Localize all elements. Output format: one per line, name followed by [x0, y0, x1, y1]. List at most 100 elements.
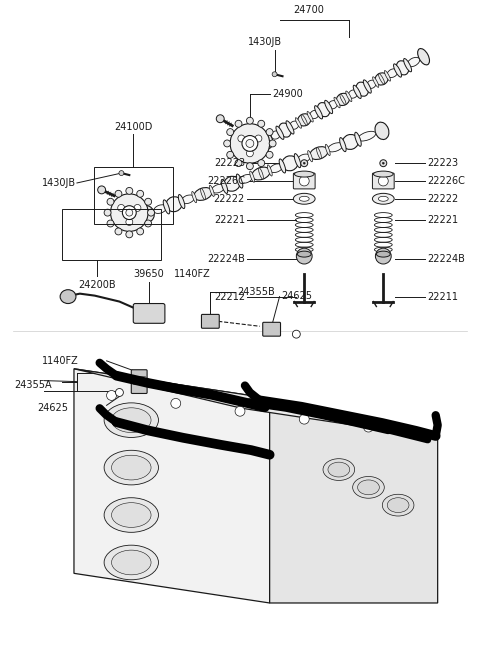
Ellipse shape	[192, 192, 197, 203]
Ellipse shape	[111, 408, 151, 433]
Ellipse shape	[376, 251, 390, 257]
Circle shape	[134, 204, 141, 211]
Ellipse shape	[276, 126, 284, 139]
Circle shape	[269, 140, 276, 147]
Text: 1140FZ: 1140FZ	[42, 356, 79, 366]
Circle shape	[303, 162, 305, 164]
Circle shape	[171, 399, 180, 408]
Ellipse shape	[325, 144, 330, 155]
Ellipse shape	[328, 143, 343, 152]
Ellipse shape	[259, 168, 264, 179]
Circle shape	[242, 135, 258, 151]
Ellipse shape	[323, 459, 355, 480]
Ellipse shape	[375, 73, 388, 85]
Ellipse shape	[240, 174, 252, 183]
Ellipse shape	[209, 186, 214, 196]
Text: 24625: 24625	[37, 403, 69, 413]
Ellipse shape	[111, 502, 151, 527]
Circle shape	[300, 414, 309, 424]
Circle shape	[144, 220, 152, 227]
Ellipse shape	[111, 455, 151, 480]
Circle shape	[235, 121, 242, 127]
Ellipse shape	[297, 251, 311, 257]
Ellipse shape	[154, 205, 167, 214]
Circle shape	[246, 139, 254, 147]
Ellipse shape	[358, 480, 379, 494]
Polygon shape	[270, 399, 438, 603]
Text: 22211: 22211	[427, 291, 458, 302]
Ellipse shape	[310, 111, 319, 119]
Circle shape	[258, 159, 264, 167]
Circle shape	[144, 198, 152, 205]
Ellipse shape	[163, 200, 170, 214]
FancyBboxPatch shape	[263, 322, 280, 336]
FancyBboxPatch shape	[133, 304, 165, 324]
Ellipse shape	[279, 159, 286, 173]
Ellipse shape	[348, 90, 358, 98]
Ellipse shape	[334, 97, 340, 108]
Ellipse shape	[181, 195, 194, 204]
Ellipse shape	[294, 171, 314, 177]
FancyBboxPatch shape	[202, 314, 219, 328]
Text: 1430JB: 1430JB	[42, 178, 76, 188]
Circle shape	[378, 176, 388, 186]
Ellipse shape	[408, 58, 420, 67]
Ellipse shape	[418, 48, 430, 65]
Ellipse shape	[340, 137, 346, 151]
Circle shape	[272, 72, 277, 77]
Ellipse shape	[396, 61, 408, 75]
Circle shape	[126, 209, 133, 216]
Text: 24700: 24700	[294, 5, 324, 15]
Circle shape	[126, 188, 133, 194]
Circle shape	[104, 209, 111, 216]
Ellipse shape	[194, 188, 212, 200]
Text: 22221: 22221	[214, 214, 245, 224]
Ellipse shape	[387, 498, 409, 513]
Circle shape	[137, 190, 144, 197]
Circle shape	[235, 406, 245, 416]
Circle shape	[258, 121, 264, 127]
Circle shape	[122, 206, 136, 220]
Circle shape	[224, 140, 230, 147]
FancyBboxPatch shape	[132, 370, 147, 393]
Ellipse shape	[104, 403, 158, 438]
Circle shape	[380, 159, 387, 167]
Text: 1140FZ: 1140FZ	[174, 269, 211, 279]
Ellipse shape	[271, 131, 280, 139]
Ellipse shape	[300, 196, 309, 201]
Ellipse shape	[378, 196, 388, 201]
Circle shape	[363, 422, 373, 432]
Text: 22222: 22222	[427, 194, 458, 204]
Polygon shape	[74, 369, 438, 438]
Circle shape	[115, 228, 122, 235]
Circle shape	[137, 228, 144, 235]
Ellipse shape	[373, 171, 393, 177]
Circle shape	[230, 124, 270, 163]
Circle shape	[98, 186, 106, 194]
Circle shape	[246, 117, 253, 124]
Ellipse shape	[279, 123, 291, 137]
Ellipse shape	[136, 206, 155, 223]
Ellipse shape	[282, 156, 298, 171]
Ellipse shape	[252, 167, 270, 180]
Circle shape	[375, 248, 391, 264]
Ellipse shape	[295, 118, 301, 128]
Ellipse shape	[363, 80, 371, 93]
Ellipse shape	[221, 180, 228, 194]
Ellipse shape	[394, 64, 401, 77]
Ellipse shape	[294, 153, 301, 168]
Circle shape	[227, 129, 234, 135]
Ellipse shape	[379, 74, 384, 84]
Circle shape	[246, 163, 253, 170]
Circle shape	[116, 389, 123, 397]
Circle shape	[107, 220, 114, 227]
Text: 24355A: 24355A	[15, 380, 52, 389]
Ellipse shape	[104, 545, 158, 580]
Ellipse shape	[316, 147, 321, 159]
Ellipse shape	[224, 176, 240, 191]
Circle shape	[235, 159, 242, 167]
Circle shape	[118, 204, 125, 211]
Ellipse shape	[340, 94, 346, 105]
Ellipse shape	[382, 494, 414, 516]
Circle shape	[266, 151, 273, 158]
